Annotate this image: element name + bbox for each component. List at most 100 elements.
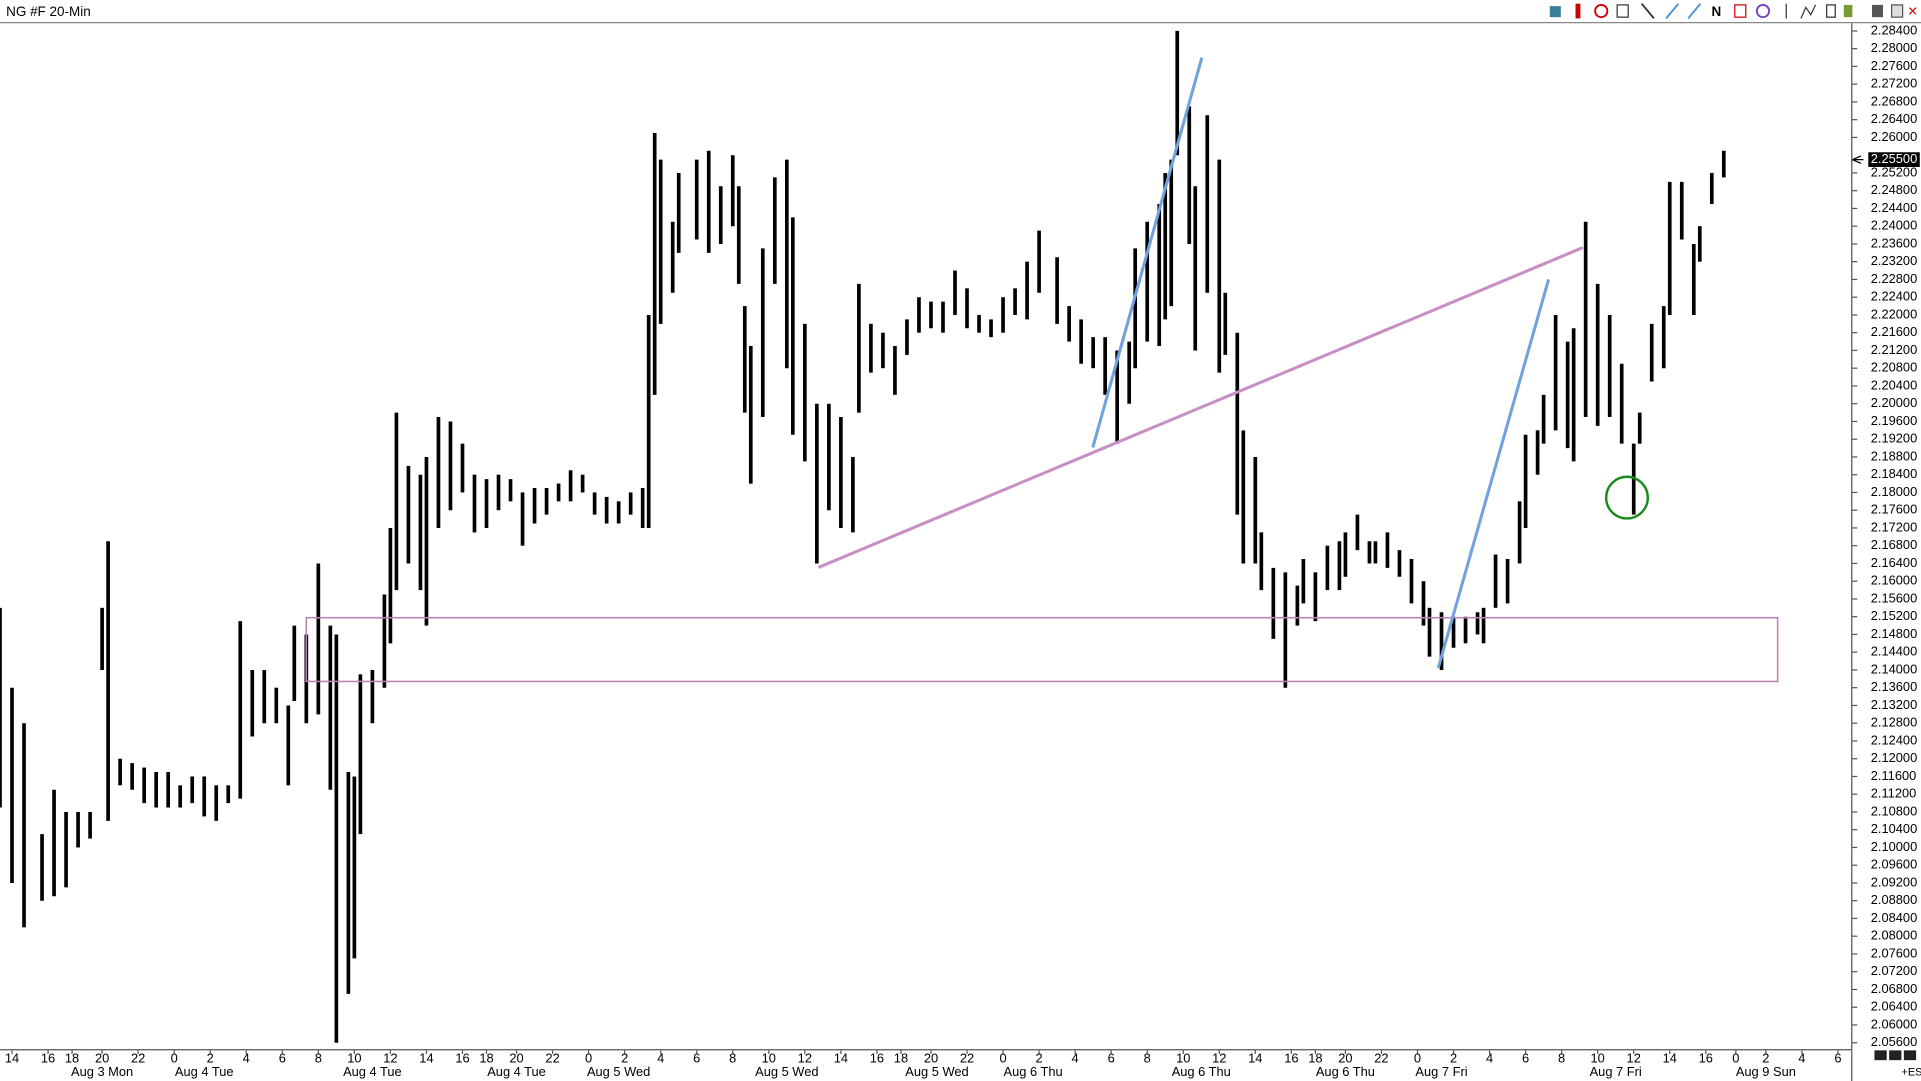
x-tick-label: 0 [585,1050,592,1065]
x-tick-label: 2 [621,1050,628,1065]
x-tick-label: 16 [41,1050,55,1065]
tool-icon[interactable] [1549,6,1561,18]
date-label: Aug 4 Tue [343,1064,402,1079]
x-tick-label: 22 [131,1050,145,1065]
x-tick-label: 6 [1834,1050,1841,1065]
x-tick-label: 14 [834,1050,848,1065]
swing-line [1436,279,1551,669]
y-tick-label: 2.07600 [1871,945,1917,960]
support-zone [305,616,1779,683]
date-label: Aug 4 Tue [487,1064,546,1079]
x-tick-label: 14 [5,1050,19,1065]
x-tick-label: 8 [729,1050,736,1065]
tool-icon[interactable] [1871,4,1884,18]
y-tick-label: 2.05600 [1871,1034,1917,1049]
toolbar[interactable]: N ✕ [1549,3,1918,19]
y-tick-label: 2.22000 [1871,306,1917,321]
y-tick-label: 2.17200 [1871,519,1917,534]
y-tick-label: 2.28000 [1871,40,1917,55]
x-tick-label: 6 [1522,1050,1529,1065]
y-tick-label: 2.22800 [1871,271,1917,286]
tool-icon[interactable] [1594,3,1609,19]
y-tick-label: 2.16800 [1871,537,1917,552]
tool-icon[interactable] [1665,3,1680,19]
date-label: Aug 5 Wed [587,1064,650,1079]
x-tick-label: 18 [894,1050,908,1065]
y-tick-label: 2.12800 [1871,715,1917,730]
x-tick-label: 4 [1798,1050,1805,1065]
close-button[interactable]: ✕ [1908,4,1918,18]
y-tick-label: 2.26000 [1871,129,1917,144]
x-tick-label: 16 [1699,1050,1713,1065]
x-tick-label: 8 [315,1050,322,1065]
x-tick-label: 18 [1308,1050,1322,1065]
y-tick-label: 2.07200 [1871,963,1917,978]
x-tick-label: 14 [1248,1050,1262,1065]
y-tick-label: 2.28400 [1871,22,1917,37]
y-tick-label: 2.08000 [1871,928,1917,943]
x-tick-label: 16 [1284,1050,1298,1065]
y-tick-label: 2.06800 [1871,981,1917,996]
y-tick-label: 2.17600 [1871,502,1917,517]
x-tick-label: 16 [870,1050,884,1065]
x-tick-label: 2 [1036,1050,1043,1065]
y-tick-label: 2.11200 [1871,786,1917,801]
swing-line [1091,57,1204,448]
tool-icon[interactable]: N [1712,4,1722,19]
date-label: Aug 6 Thu [1004,1064,1063,1079]
y-tick-label: 2.16400 [1871,555,1917,570]
x-tick-label: 20 [1338,1050,1352,1065]
x-tick-label: 4 [243,1050,250,1065]
y-tick-label: 2.24800 [1871,182,1917,197]
y-tick-label: 2.15200 [1871,608,1917,623]
x-tick-label: 14 [419,1050,433,1065]
y-tick-label: 2.09200 [1871,874,1917,889]
date-label: Aug 7 Fri [1415,1064,1467,1079]
y-tick-label: 2.24000 [1871,218,1917,233]
y-tick-label: 2.13600 [1871,679,1917,694]
last-price-arrow [1852,155,1864,164]
y-tick-label: 2.06400 [1871,999,1917,1014]
date-label: Aug 5 Wed [905,1064,968,1079]
y-tick-label: 2.18000 [1871,484,1917,499]
y-tick-label: 2.20400 [1871,377,1917,392]
last-price-box [1868,152,1920,167]
tool-icon[interactable] [1640,3,1655,19]
tool-icon[interactable] [1755,3,1771,19]
date-label: Aug 9 Sun [1736,1064,1796,1079]
date-label: Aug 5 Wed [755,1064,818,1079]
scroll-button[interactable] [1889,1050,1902,1061]
last-price-label: 2.25500 [1871,151,1917,166]
tool-icon[interactable] [1843,4,1853,18]
x-tick-label: 22 [960,1050,974,1065]
y-tick-label: 2.26800 [1871,93,1917,108]
y-tick-label: 2.10800 [1871,803,1917,818]
x-tick-label: 20 [95,1050,109,1065]
date-label: Aug 3 Mon [71,1064,133,1079]
y-tick-label: 2.13200 [1871,697,1917,712]
x-tick-label: 12 [383,1050,397,1065]
tool-icon[interactable] [1890,4,1904,18]
x-tick-label: 0 [1414,1050,1421,1065]
y-tick-label: 2.20000 [1871,395,1917,410]
scroll-button[interactable] [1874,1050,1887,1061]
tool-icon[interactable] [1687,3,1702,19]
tool-icon[interactable] [1800,4,1817,19]
tool-icon[interactable] [1616,4,1629,18]
y-tick-label: 2.27200 [1871,76,1917,91]
y-tick-label: 2.19200 [1871,431,1917,446]
symbol-label: +ES [1901,1066,1921,1078]
scroll-button[interactable] [1903,1050,1917,1061]
x-tick-label: 6 [693,1050,700,1065]
date-label: Aug 7 Fri [1590,1064,1642,1079]
tool-icon[interactable] [1575,3,1581,19]
tool-icon[interactable] [1734,4,1747,18]
tool-icon[interactable] [1826,4,1836,18]
x-tick-label: 14 [1663,1050,1677,1065]
x-tick-label: 2 [1762,1050,1769,1065]
x-tick-label: 22 [1374,1050,1388,1065]
x-axis: 14 16 18 20 22 0 2 4 6 8 10 12 14 16 18 20 22 0 2 4 6 8 10 12 14… [5,1050,1842,1078]
y-tick-label: 2.18800 [1871,448,1917,463]
